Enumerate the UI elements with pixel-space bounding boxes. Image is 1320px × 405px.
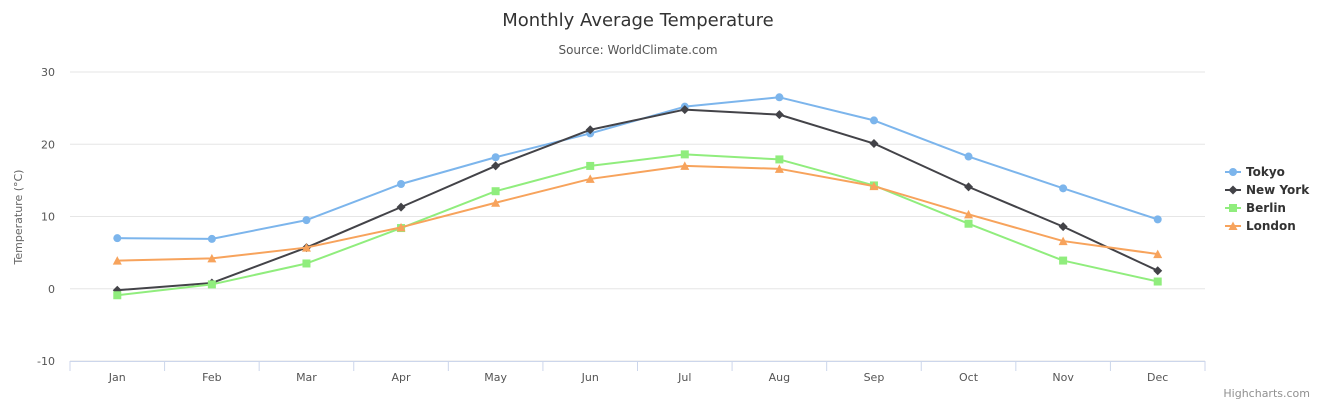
series-line-tokyo[interactable]	[116, 96, 1159, 240]
series-line-berlin[interactable]	[116, 153, 1159, 297]
data-point-london[interactable]	[774, 164, 784, 173]
legend-marker-london[interactable]	[1228, 221, 1238, 231]
x-tick-label: Jun	[581, 371, 599, 384]
legend-marker-tokyo[interactable]	[1229, 168, 1237, 176]
data-point-london[interactable]	[301, 243, 311, 252]
x-tick-label: Oct	[959, 371, 979, 384]
data-point-london[interactable]	[964, 209, 974, 219]
data-point-new-york[interactable]	[774, 110, 784, 120]
data-point-london[interactable]	[491, 198, 501, 207]
y-tick-label: -10	[37, 355, 55, 368]
x-tick-label: Sep	[864, 371, 885, 384]
data-point-tokyo[interactable]	[397, 179, 406, 188]
y-tick-label: 20	[41, 138, 55, 151]
y-tick-label: 10	[41, 211, 55, 224]
legend-item-tokyo[interactable]: Tokyo	[1225, 165, 1285, 179]
legend[interactable]: Tokyo New York Berlin London	[1225, 165, 1310, 233]
x-tick-label: Jul	[677, 371, 691, 384]
x-tick-label: Apr	[392, 371, 412, 384]
data-point-berlin[interactable]	[207, 280, 216, 289]
data-point-tokyo[interactable]	[1059, 184, 1068, 193]
data-point-tokyo[interactable]	[1153, 215, 1162, 224]
data-point-tokyo[interactable]	[491, 153, 500, 162]
gridlines	[70, 71, 1205, 362]
data-point-berlin[interactable]	[1153, 277, 1162, 286]
y-tick-label: 0	[48, 283, 55, 296]
x-tick-label: May	[484, 371, 507, 384]
y-axis-title: Temperature (°C)	[12, 170, 25, 266]
legend-label-new-york: New York	[1246, 183, 1310, 197]
x-tick-label: Dec	[1147, 371, 1168, 384]
data-point-london[interactable]	[585, 174, 595, 183]
data-point-berlin[interactable]	[680, 150, 689, 159]
data-point-new-york[interactable]	[1153, 266, 1163, 276]
legend-marker-new-york[interactable]	[1228, 185, 1238, 195]
data-point-tokyo[interactable]	[207, 234, 216, 243]
series-london[interactable]	[112, 161, 1163, 265]
chart-subtitle: Source: WorldClimate.com	[558, 43, 717, 57]
data-point-london[interactable]	[207, 253, 217, 263]
data-point-tokyo[interactable]	[775, 93, 784, 102]
x-tick-label: Jan	[108, 371, 126, 384]
data-point-london[interactable]	[396, 222, 406, 232]
legend-marker-berlin[interactable]	[1229, 204, 1237, 212]
data-point-new-york[interactable]	[491, 161, 501, 171]
legend-item-london[interactable]: London	[1225, 219, 1296, 233]
series-new-york[interactable]	[112, 105, 1163, 295]
data-point-new-york[interactable]	[1058, 222, 1068, 232]
series-lines	[112, 93, 1163, 300]
data-point-tokyo[interactable]	[869, 116, 878, 125]
data-point-london[interactable]	[869, 181, 879, 191]
x-tick-label: Nov	[1052, 371, 1074, 384]
legend-item-new-york[interactable]: New York	[1225, 183, 1310, 197]
data-point-tokyo[interactable]	[964, 152, 973, 161]
data-point-new-york[interactable]	[964, 182, 974, 192]
data-point-berlin[interactable]	[113, 291, 122, 300]
data-point-new-york[interactable]	[869, 139, 879, 149]
legend-label-berlin: Berlin	[1246, 201, 1286, 215]
data-point-berlin[interactable]	[775, 155, 784, 164]
series-tokyo[interactable]	[113, 93, 1162, 243]
x-tick-label: Feb	[202, 371, 221, 384]
data-point-tokyo[interactable]	[302, 216, 311, 225]
data-point-london[interactable]	[680, 161, 690, 170]
data-point-new-york[interactable]	[585, 125, 595, 135]
legend-label-tokyo: Tokyo	[1246, 165, 1285, 179]
data-point-new-york[interactable]	[396, 202, 406, 212]
data-point-berlin[interactable]	[302, 259, 311, 268]
data-point-berlin[interactable]	[586, 161, 595, 170]
data-point-london[interactable]	[1058, 236, 1068, 246]
y-tick-label: 30	[41, 66, 55, 79]
data-point-berlin[interactable]	[1059, 256, 1068, 265]
data-point-berlin[interactable]	[964, 219, 973, 228]
legend-label-london: London	[1246, 219, 1296, 233]
data-point-tokyo[interactable]	[113, 234, 122, 243]
data-point-new-york[interactable]	[680, 105, 690, 115]
data-point-berlin[interactable]	[491, 187, 500, 196]
data-point-london[interactable]	[1153, 249, 1163, 259]
x-tick-label: Mar	[296, 371, 317, 384]
series-line-london[interactable]	[116, 164, 1159, 262]
data-point-london[interactable]	[112, 256, 122, 265]
credits-link[interactable]: Highcharts.com	[1223, 387, 1310, 400]
chart-title: Monthly Average Temperature	[502, 10, 773, 31]
axes: -10 0 10 20 30 Jan Feb Mar Apr May Jun Jul Aug Sep Oct…	[37, 66, 1206, 384]
x-tick-label: Aug	[769, 371, 790, 384]
series-line-new-york[interactable]	[116, 108, 1159, 292]
legend-item-berlin[interactable]: Berlin	[1225, 201, 1286, 215]
